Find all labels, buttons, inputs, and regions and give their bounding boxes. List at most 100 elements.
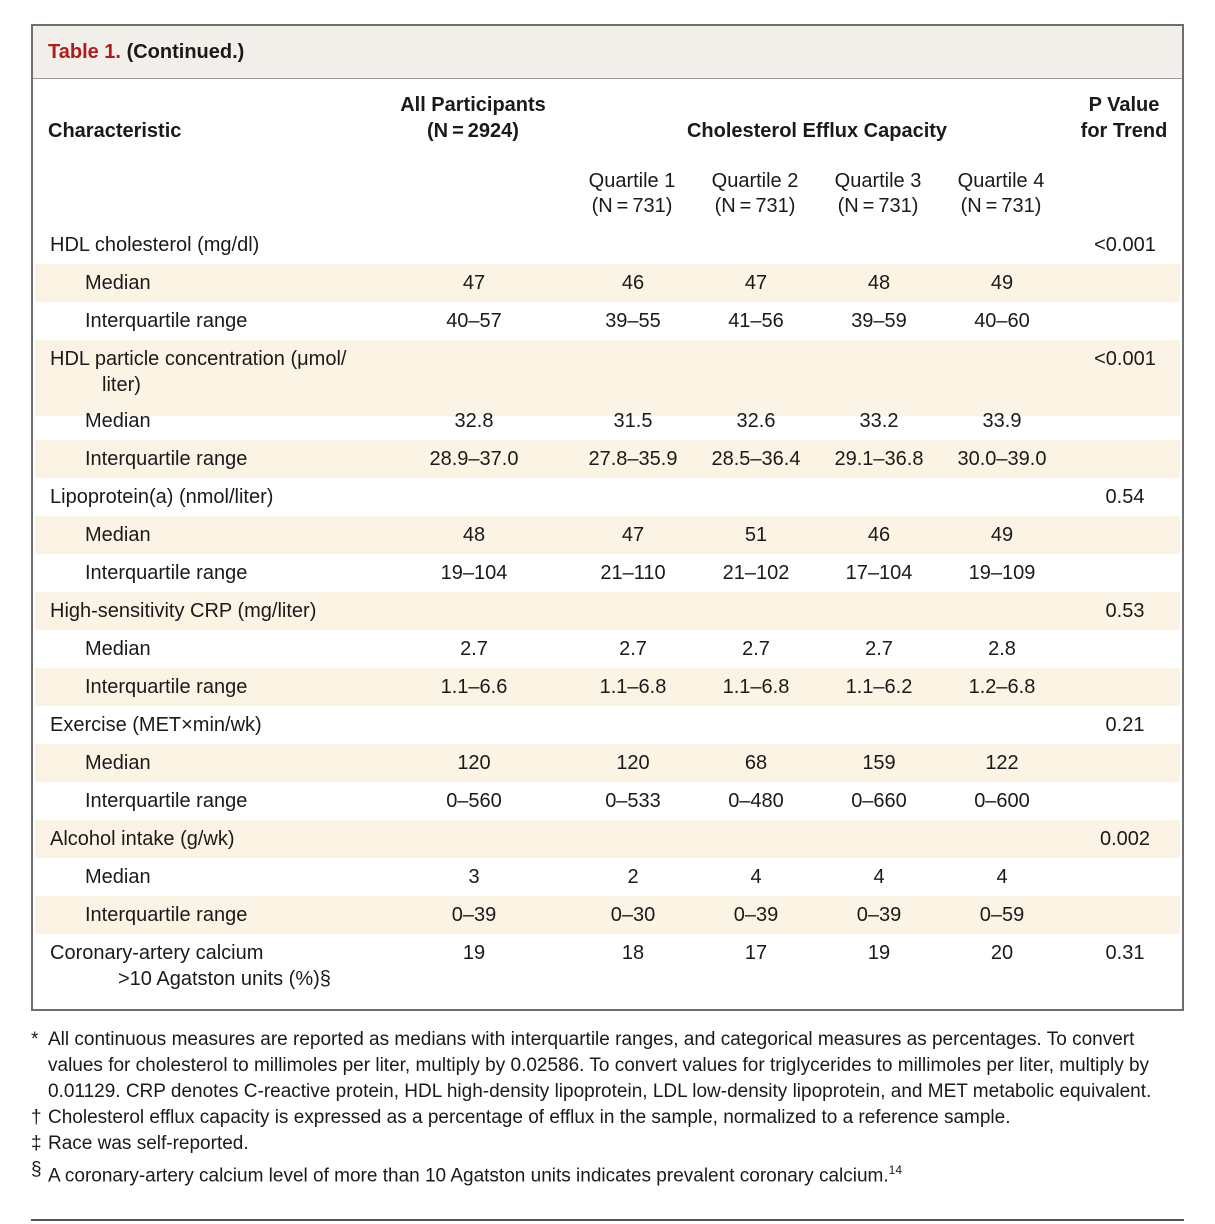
cell-q2: 41–56 <box>728 310 784 332</box>
table-row: Median 2.7 2.7 2.7 2.7 2.8 <box>35 630 1180 668</box>
header-quartile-1: Quartile 1 (N = 731) <box>572 169 692 219</box>
cell-p-value: <0.001 <box>1094 348 1156 370</box>
table-row: Median 120 120 68 159 122 <box>35 744 1180 782</box>
row-category-label: Exercise (MET×min/wk) <box>50 714 262 736</box>
table-title-continued: (Continued.) <box>126 41 245 63</box>
cell-q4: 49 <box>990 272 1014 294</box>
quartile-1-label: Quartile 1 <box>588 170 676 192</box>
cell-q3: 33.2 <box>859 410 899 432</box>
cell-q4: 4 <box>996 866 1008 888</box>
cell-all: 47 <box>462 272 486 294</box>
header-p-line2: for Trend <box>1080 120 1168 142</box>
cell-all: 120 <box>457 752 491 774</box>
table-row: Interquartile range 19–104 21–110 21–102 17–… <box>35 554 1180 592</box>
cell-q4: 1.2–6.8 <box>968 676 1036 698</box>
cell-q2: 0–480 <box>728 790 784 812</box>
footnote-section: § A coronary-artery calcium level of more… <box>31 1157 1191 1189</box>
cell-q3: 19 <box>867 942 891 964</box>
cell-q2: 21–102 <box>722 562 790 584</box>
cell-q2: 2.7 <box>742 638 770 660</box>
row-sublabel: Median <box>85 752 151 774</box>
row-sublabel: Median <box>85 272 151 294</box>
header-characteristic: Characteristic <box>48 120 182 142</box>
cell-q1: 2.7 <box>619 638 647 660</box>
cell-q1: 2 <box>627 866 639 888</box>
header-p-value: P Value for Trend <box>1069 92 1179 144</box>
table-title-bar: Table 1. (Continued.) <box>33 26 1182 79</box>
cell-all: 32.8 <box>454 410 494 432</box>
cell-q2: 0–39 <box>733 904 779 926</box>
cell-q1: 31.5 <box>613 410 653 432</box>
cell-q2: 1.1–6.8 <box>722 676 790 698</box>
bottom-rule <box>31 1219 1184 1221</box>
cell-q4: 19–109 <box>968 562 1036 584</box>
cell-q3: 39–59 <box>851 310 907 332</box>
table-row: Median 47 46 47 48 49 <box>35 264 1180 302</box>
footnote-symbol: § <box>31 1159 42 1180</box>
cell-q1: 120 <box>616 752 650 774</box>
cell-q1: 18 <box>621 942 645 964</box>
cell-q4: 40–60 <box>974 310 1030 332</box>
cell-q1: 0–533 <box>605 790 661 812</box>
table-row: Interquartile range 1.1–6.6 1.1–6.8 1.1–6.8… <box>35 668 1180 706</box>
table-row: Median 48 47 51 46 49 <box>35 516 1180 554</box>
quartile-3-n: (N = 731) <box>837 195 919 217</box>
cell-p-value: 0.53 <box>1105 600 1145 622</box>
quartile-3-label: Quartile 3 <box>834 170 922 192</box>
cell-p-value: 0.002 <box>1099 828 1151 850</box>
row-category-label: Coronary-artery calcium <box>50 942 264 964</box>
cell-p-value: 0.31 <box>1105 942 1145 964</box>
table-row: Exercise (MET×min/wk) 0.21 <box>35 706 1180 744</box>
cell-q3: 48 <box>867 272 891 294</box>
cell-p-value: 0.21 <box>1105 714 1145 736</box>
table-row: Alcohol intake (g/wk) 0.002 <box>35 820 1180 858</box>
cell-q4: 122 <box>985 752 1019 774</box>
footnote-symbol: † <box>31 1107 42 1128</box>
table-row: Interquartile range 28.9–37.0 27.8–35.9 28.… <box>35 440 1180 478</box>
row-sublabel: Interquartile range <box>85 448 248 470</box>
footnote-text: Cholesterol efflux capacity is expressed… <box>48 1107 1011 1128</box>
cell-q4: 33.9 <box>982 410 1022 432</box>
cell-q3: 2.7 <box>865 638 893 660</box>
cell-all: 0–560 <box>446 790 502 812</box>
footnote-symbol: ‡ <box>31 1133 42 1154</box>
table-row: Coronary-artery calcium >10 Agatston unit… <box>35 934 1180 1010</box>
row-sublabel: Median <box>85 410 151 432</box>
cell-q1: 27.8–35.9 <box>588 448 678 470</box>
cell-all: 0–39 <box>451 904 497 926</box>
table-row: Interquartile range 0–560 0–533 0–480 0–660 0… <box>35 782 1180 820</box>
footnote-symbol: * <box>31 1029 39 1050</box>
cell-q1: 0–30 <box>610 904 656 926</box>
cell-p-value: <0.001 <box>1094 234 1156 256</box>
row-sublabel: Median <box>85 524 151 546</box>
cell-q1: 1.1–6.8 <box>599 676 667 698</box>
cell-q2: 47 <box>744 272 768 294</box>
header-all-participants: All Participants (N = 2924) <box>373 92 573 144</box>
cell-q1: 39–55 <box>605 310 661 332</box>
table-row: High-sensitivity CRP (mg/liter) 0.53 <box>35 592 1180 630</box>
row-sublabel: Interquartile range <box>85 790 248 812</box>
table-frame: Table 1. (Continued.) Characteristic All… <box>31 24 1184 1011</box>
table-row: HDL cholesterol (mg/dl) <0.001 <box>35 226 1180 264</box>
header-quartile-4: Quartile 4 (N = 731) <box>941 169 1061 219</box>
row-sublabel: Interquartile range <box>85 310 248 332</box>
cell-q3: 0–660 <box>851 790 907 812</box>
cell-q2: 68 <box>744 752 768 774</box>
row-category-label-continued: liter) <box>102 374 141 396</box>
cell-q4: 0–59 <box>979 904 1025 926</box>
cell-all: 28.9–37.0 <box>429 448 519 470</box>
cell-all: 3 <box>468 866 480 888</box>
cell-q4: 0–600 <box>974 790 1030 812</box>
header-all-line2: (N = 2924) <box>427 120 519 142</box>
quartile-2-n: (N = 731) <box>714 195 796 217</box>
quartile-2-label: Quartile 2 <box>711 170 799 192</box>
cell-q2: 51 <box>744 524 768 546</box>
cell-q3: 4 <box>873 866 885 888</box>
cell-all: 1.1–6.6 <box>440 676 508 698</box>
row-sublabel: Median <box>85 638 151 660</box>
cell-q2: 28.5–36.4 <box>711 448 801 470</box>
cell-q2: 32.6 <box>736 410 776 432</box>
cell-all: 19 <box>462 942 486 964</box>
row-category-label: Lipoprotein(a) (nmol/liter) <box>50 486 274 508</box>
footnote-dagger: † Cholesterol efflux capacity is expresse… <box>31 1105 1191 1131</box>
